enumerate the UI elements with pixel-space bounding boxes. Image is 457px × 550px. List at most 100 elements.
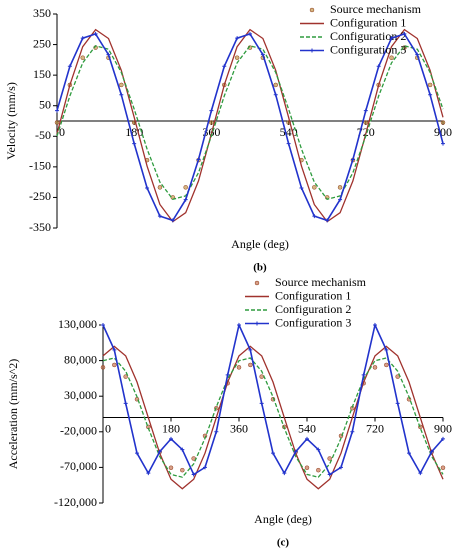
data-marker [67,64,72,69]
data-marker [418,471,423,476]
data-point [327,456,332,461]
data-marker [316,447,321,452]
data-marker [376,64,381,69]
data-point [119,82,124,88]
data-marker [428,92,433,97]
data-marker [407,451,411,456]
data-marker [145,185,150,190]
x-tick-label: 900 [434,421,452,435]
y-tick-label: -350 [29,220,51,234]
data-point [180,467,185,473]
data-marker [196,157,201,162]
x-tick-label: 900 [434,125,452,139]
x-tick-label: 180 [125,125,143,139]
y-tick-label: -120,000 [54,495,97,509]
y-tick-label: -150 [29,159,51,173]
data-point [259,374,264,379]
data-marker [55,108,59,113]
data-marker [286,141,291,146]
data-marker [282,471,287,476]
data-marker [260,52,265,57]
data-point [316,467,321,473]
data-marker [225,372,230,377]
y-axis-label: Acceleration (mm/s^2) [6,359,20,470]
data-marker [101,323,105,327]
data-marker [170,218,175,223]
legend-label: Source mechanism [330,2,422,16]
data-marker [183,197,188,202]
data-marker [169,436,173,441]
data-marker [135,451,139,456]
x-tick-label: 540 [280,125,298,139]
data-point [312,185,317,190]
legend-label: Configuration 2 [275,302,351,316]
legend-label: Configuration 3 [275,315,351,329]
data-marker [363,108,368,113]
x-tick-label: 360 [230,421,248,435]
data-marker [203,465,207,470]
series-line [56,45,444,201]
data-marker [312,214,317,219]
data-marker [441,141,445,146]
data-point [123,374,128,379]
legend-label: Configuration 2 [330,29,406,43]
data-point [80,55,85,60]
data-point [337,185,343,190]
data-marker [235,36,240,41]
y-tick-label: 350 [33,6,51,20]
data-point [440,465,446,471]
data-point [157,185,163,190]
series-line [102,357,444,478]
data-marker [402,31,407,36]
x-tick-label: 0 [105,421,111,435]
data-point [236,365,242,370]
data-marker [106,52,111,57]
data-point [112,362,117,368]
y-tick-label: 50 [39,97,51,111]
x-axis-label: Angle (deg) [231,237,289,251]
data-marker [191,472,196,477]
caption: (c) [277,537,290,549]
data-marker [338,197,343,202]
y-axis-label: Velocity (mm/s) [4,82,18,160]
y-tick-label: 80,000 [64,352,97,366]
data-marker [157,449,162,454]
series-line [56,28,444,223]
data-point [168,465,174,471]
data-marker [327,472,332,477]
data-point [183,185,188,190]
data-point [248,362,253,368]
data-marker [93,31,98,36]
data-marker [361,372,366,377]
legend-label: Configuration 1 [330,15,406,29]
data-marker [180,447,185,452]
data-point [304,465,310,471]
data-marker [339,465,343,470]
data-marker [214,429,219,434]
data-marker [248,31,252,36]
data-point [440,120,446,125]
y-tick-label: -250 [29,189,51,203]
data-marker [222,64,227,69]
legend-marker [255,321,259,326]
data-marker [395,401,400,406]
caption: (b) [253,262,267,274]
data-marker [271,451,275,456]
y-tick-label: -20,000 [60,424,97,438]
data-point [234,55,240,60]
y-tick-label: 30,000 [64,388,97,402]
data-point [363,120,369,125]
data-point [427,82,433,88]
y-tick-label: -50 [35,128,51,142]
y-tick-label: 250 [33,36,51,50]
data-marker [325,218,330,223]
data-marker [132,141,137,146]
data-marker [299,185,304,190]
data-marker [389,36,394,41]
data-marker [259,401,264,406]
legend-marker [254,280,260,286]
data-marker [441,436,445,441]
y-tick-label: 130,000 [58,317,97,331]
data-marker [273,92,278,97]
